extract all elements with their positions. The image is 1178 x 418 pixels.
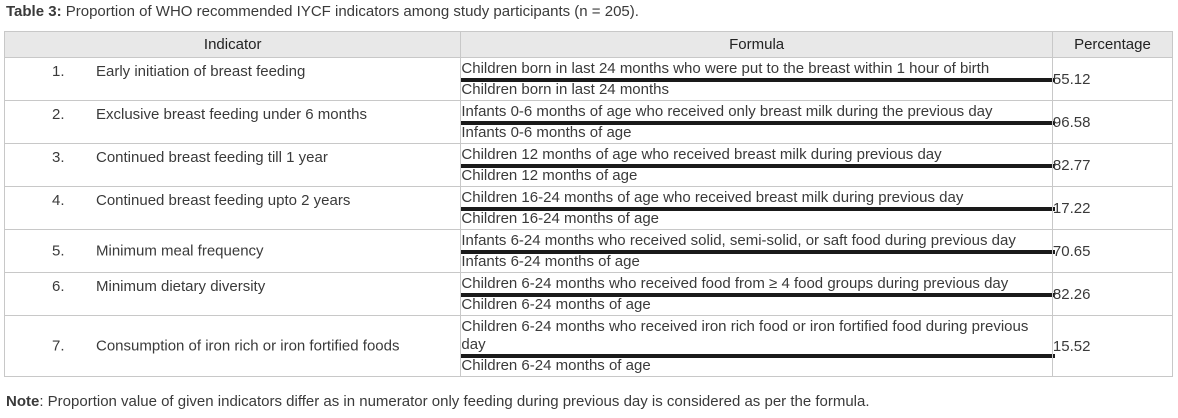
- header-percentage: Percentage: [1051, 31, 1174, 58]
- formula-numerator: Children 6-24 months who received food f…: [461, 275, 1009, 292]
- formula-denominator: Children 16-24 months of age: [461, 210, 660, 227]
- note-label: Note: [6, 393, 40, 410]
- indicator-cell: 5. Minimum meal frequency: [3, 229, 462, 273]
- formula-denominator: Children 6-24 months of age: [461, 296, 651, 313]
- formula-denominator: Children born in last 24 months: [461, 81, 670, 98]
- table-caption: Table 3: Proportion of WHO recommended I…: [6, 3, 639, 20]
- formula-cell: Children born in last 24 months who were…: [460, 57, 1055, 101]
- formula-cell: Infants 6-24 months who received solid, …: [460, 229, 1055, 273]
- table-row: 2. Exclusive breast feeding under 6 mont…: [3, 100, 1174, 144]
- fraction-bar: [460, 293, 1055, 297]
- indicator-name: Continued breast feeding till 1 year: [96, 149, 328, 166]
- formula-denominator: Children 12 months of age: [461, 167, 638, 184]
- table-row: 1. Early initiation of breast feeding Ch…: [3, 57, 1174, 101]
- formula-cell: Children 12 months of age who received b…: [460, 143, 1055, 187]
- indicator-cell: 1. Early initiation of breast feeding: [3, 57, 462, 101]
- percentage-value: 82.26: [1051, 272, 1174, 316]
- formula-denominator: Children 6-24 months of age: [461, 357, 651, 374]
- formula-cell: Children 6-24 months who received food f…: [460, 272, 1055, 316]
- table-row: 7. Consumption of iron rich or iron fort…: [3, 315, 1174, 377]
- percentage-value: 70.65: [1051, 229, 1174, 273]
- row-number: 4.: [52, 192, 65, 209]
- formula-denominator: Infants 0-6 months of age: [461, 124, 632, 141]
- fraction-bar: [460, 354, 1055, 358]
- row-number: 7.: [52, 337, 65, 355]
- fraction-bar: [460, 164, 1055, 168]
- fraction-bar: [460, 250, 1055, 254]
- indicator-cell: 7. Consumption of iron rich or iron fort…: [3, 315, 462, 377]
- fraction-bar: [460, 121, 1055, 125]
- formula-denominator: Infants 6-24 months of age: [461, 253, 640, 270]
- formula-numerator: Children 12 months of age who received b…: [461, 146, 942, 163]
- indicator-name: Early initiation of breast feeding: [96, 63, 306, 80]
- indicator-cell: 2. Exclusive breast feeding under 6 mont…: [3, 100, 462, 144]
- iycf-indicator-table: Indicator Formula Percentage 1. Early in…: [3, 31, 1174, 377]
- table-header-row: Indicator Formula Percentage: [3, 31, 1174, 58]
- indicator-name: Continued breast feeding upto 2 years: [96, 192, 351, 209]
- table-note: Note: Proportion value of given indicato…: [6, 393, 870, 410]
- fraction-bar: [460, 78, 1055, 82]
- header-formula: Formula: [460, 31, 1053, 58]
- header-indicator: Indicator: [3, 31, 462, 58]
- percentage-value: 15.52: [1051, 315, 1174, 377]
- formula-cell: Children 16-24 months of age who receive…: [460, 186, 1055, 230]
- row-number: 6.: [52, 278, 65, 295]
- formula-cell: Children 6-24 months who received iron r…: [460, 315, 1055, 377]
- table-row: 4. Continued breast feeding upto 2 years…: [3, 186, 1174, 230]
- percentage-value: 55.12: [1051, 57, 1174, 101]
- indicator-cell: 4. Continued breast feeding upto 2 years: [3, 186, 462, 230]
- table-row: 3. Continued breast feeding till 1 year …: [3, 143, 1174, 187]
- indicator-name: Exclusive breast feeding under 6 months: [96, 106, 367, 123]
- indicator-name: Minimum meal frequency: [96, 242, 264, 260]
- formula-numerator: Children 6-24 months who received iron r…: [461, 318, 1029, 353]
- percentage-value: 17.22: [1051, 186, 1174, 230]
- row-number: 1.: [52, 63, 65, 80]
- caption-text: Proportion of WHO recommended IYCF indic…: [61, 3, 639, 20]
- caption-label: Table 3:: [6, 3, 62, 20]
- fraction-bar: [460, 207, 1055, 211]
- indicator-cell: 6. Minimum dietary diversity: [3, 272, 462, 316]
- formula-numerator: Children born in last 24 months who were…: [461, 60, 990, 77]
- formula-numerator: Children 16-24 months of age who receive…: [461, 189, 964, 206]
- indicator-name: Consumption of iron rich or iron fortifi…: [96, 337, 400, 355]
- row-number: 5.: [52, 242, 65, 260]
- row-number: 3.: [52, 149, 65, 166]
- formula-numerator: Infants 0-6 months of age who received o…: [461, 103, 993, 120]
- table-row: 5. Minimum meal frequency Infants 6-24 m…: [3, 229, 1174, 273]
- row-number: 2.: [52, 106, 65, 123]
- indicator-cell: 3. Continued breast feeding till 1 year: [3, 143, 462, 187]
- formula-numerator: Infants 6-24 months who received solid, …: [461, 232, 1016, 249]
- formula-cell: Infants 0-6 months of age who received o…: [460, 100, 1055, 144]
- indicator-name: Minimum dietary diversity: [96, 278, 266, 295]
- percentage-value: 96.58: [1051, 100, 1174, 144]
- note-text: : Proportion value of given indicators d…: [39, 393, 870, 410]
- percentage-value: 82.77: [1051, 143, 1174, 187]
- table-row: 6. Minimum dietary diversity Children 6-…: [3, 272, 1174, 316]
